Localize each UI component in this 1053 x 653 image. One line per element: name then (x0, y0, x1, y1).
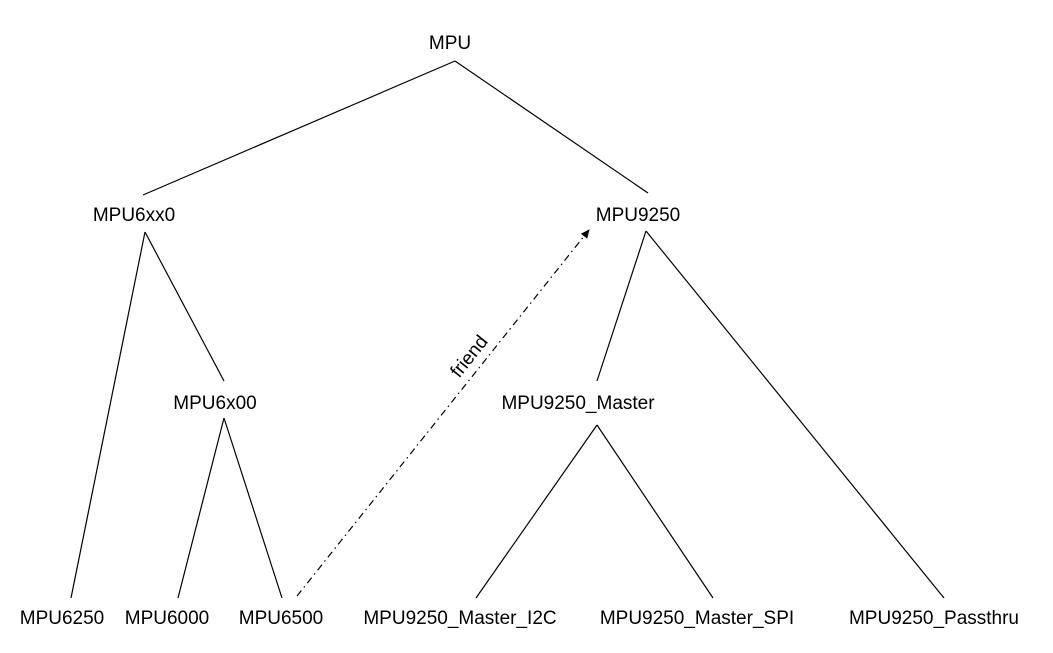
edge-mpu6xx0-mpu6250 (70, 231, 146, 599)
edge-mpu-mpu9250 (454, 60, 649, 194)
node-mpu6x00: MPU6x00 (173, 393, 256, 414)
edge-mpu9250-mpu9250-master (596, 230, 647, 382)
edge-mpu6xx0-mpu6x00 (144, 231, 225, 382)
node-mpu9250-master-i2c: MPU9250_Master_I2C (363, 608, 556, 629)
edge-mpu6x00-mpu6500 (223, 417, 283, 599)
edges (70, 60, 945, 599)
node-mpu: MPU (429, 33, 471, 54)
edge-mpu6x00-mpu6000 (177, 417, 225, 599)
edge-mpu9250-mpu9250-passthru (645, 230, 945, 599)
nodes: MPU MPU6xx0 MPU9250 MPU6x00 MPU9250_Mast… (20, 33, 1019, 629)
node-mpu6250: MPU6250 (20, 608, 105, 629)
edge-mpu9250-master-spi (596, 424, 714, 599)
node-mpu6500: MPU6500 (239, 608, 324, 629)
edge-mpu-mpu6xx0 (142, 60, 456, 196)
node-mpu9250-master-spi: MPU9250_Master_SPI (600, 608, 794, 629)
node-mpu6xx0: MPU6xx0 (93, 205, 175, 226)
node-mpu6000: MPU6000 (125, 608, 210, 629)
friend-arrow (296, 229, 590, 597)
node-mpu9250: MPU9250 (596, 205, 681, 226)
node-mpu9250-master: MPU9250_Master (501, 393, 655, 414)
edge-mpu9250-master-i2c (475, 424, 598, 599)
node-mpu9250-passthru: MPU9250_Passthru (849, 608, 1019, 629)
friend-edge-label: friend (447, 332, 493, 382)
